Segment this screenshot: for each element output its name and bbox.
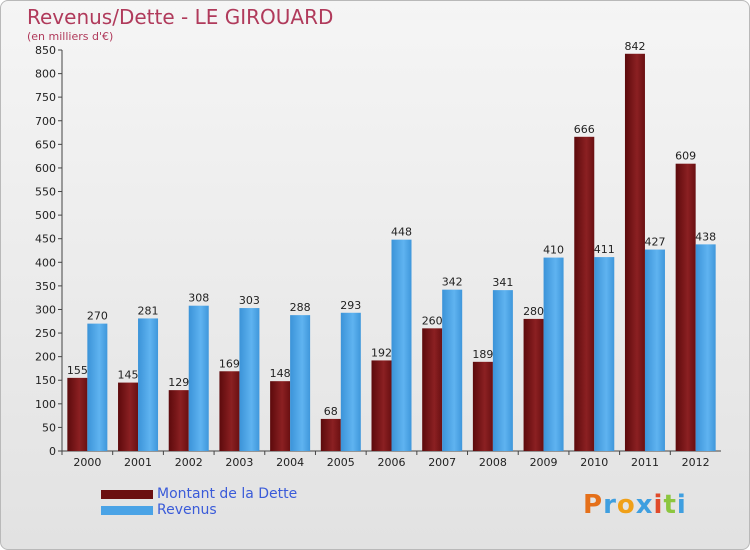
revenue-bar [492,290,513,451]
legend-label-debt: Montant de la Dette [157,486,298,502]
debt-bar [624,53,645,452]
chart-title: Revenus/Dette - LE GIROUARD [27,5,334,29]
revenue-bar [442,289,463,451]
debt-value-label: 189 [472,348,493,361]
debt-value-label: 169 [219,357,240,370]
logo-letter: t [663,490,677,520]
revenue-bar [391,239,412,451]
debt-value-label: 609 [675,150,696,163]
legend-swatch-revenue [101,506,153,515]
x-tick-label: 2003 [225,456,253,469]
logo-letter: P [583,490,604,520]
x-tick-label: 2012 [682,456,710,469]
revenue-value-label: 288 [290,301,311,314]
y-tick-label: 250 [35,327,56,340]
x-tick-label: 2007 [428,456,456,469]
debt-value-label: 666 [574,123,595,136]
y-tick-label: 100 [35,398,56,411]
y-tick-label: 800 [35,68,56,81]
logo-letter: x [635,490,654,520]
y-tick-label: 400 [35,256,56,269]
revenue-bar [594,257,615,451]
y-tick-label: 450 [35,233,56,246]
debt-value-label: 260 [422,314,443,327]
debt-value-label: 145 [118,369,139,382]
x-tick-label: 2004 [276,456,304,469]
revenue-bar [138,318,159,451]
revenue-bar [87,323,108,451]
x-tick-label: 2000 [73,456,101,469]
y-tick-label: 150 [35,374,56,387]
debt-bar [270,381,291,451]
debt-value-label: 280 [523,305,544,318]
debt-value-label: 155 [67,364,88,377]
y-tick-label: 550 [35,186,56,199]
x-tick-label: 2009 [530,456,558,469]
y-tick-label: 50 [42,421,56,434]
debt-bar [371,360,392,451]
revenue-bar [188,305,209,451]
debt-bar [574,136,595,452]
debt-value-label: 129 [168,376,189,389]
x-tick-label: 2005 [327,456,355,469]
y-tick-label: 200 [35,351,56,364]
debt-bar [118,382,139,451]
y-tick-label: 600 [35,162,56,175]
logo-letter: r [603,490,617,520]
debt-bar [675,163,696,451]
x-tick-label: 2002 [175,456,203,469]
y-tick-label: 500 [35,209,56,222]
y-tick-label: 0 [49,445,56,458]
y-tick-label: 350 [35,280,56,293]
chart-subtitle: (en milliers d'€) [27,30,114,43]
legend-label-revenue: Revenus [157,502,217,518]
y-tick-label: 650 [35,138,56,151]
debt-value-label: 192 [371,346,392,359]
y-tick-label: 700 [35,115,56,128]
x-tick-label: 2008 [479,456,507,469]
y-tick-label: 300 [35,303,56,316]
revenue-value-label: 410 [543,244,564,257]
logo-letter: o [616,490,636,520]
debt-value-label: 148 [270,367,291,380]
x-tick-label: 2010 [580,456,608,469]
revenue-bar [239,308,260,451]
debt-bar [472,361,493,451]
revenue-value-label: 342 [442,276,463,289]
debt-value-label: 68 [324,405,338,418]
revenue-bar [695,244,716,451]
y-tick-label: 750 [35,91,56,104]
debt-bar [422,328,443,451]
revenue-value-label: 308 [188,292,209,305]
logo-letter: i [676,490,687,520]
revenue-value-label: 281 [138,304,159,317]
debt-bar [67,377,88,451]
revenue-value-label: 293 [340,299,361,312]
revenue-value-label: 341 [492,276,513,289]
proxiti-logo: Proxiti [583,490,687,520]
revenue-bar [543,257,564,451]
revenue-value-label: 427 [644,236,665,249]
legend-swatch-debt [101,490,153,499]
debt-bar [523,318,544,451]
revenue-bar [290,315,311,451]
revenue-value-label: 448 [391,226,412,239]
revenue-bar [340,312,361,451]
debt-bar [219,371,240,451]
debt-bar [320,418,341,451]
x-tick-label: 2006 [378,456,406,469]
revenue-value-label: 303 [239,294,260,307]
debt-bar [168,390,189,451]
revenue-bar [644,249,665,451]
revenue-value-label: 438 [695,230,716,243]
logo-letter: i [653,490,664,520]
x-tick-label: 2011 [631,456,659,469]
revenue-value-label: 411 [594,243,615,256]
debt-value-label: 842 [624,40,645,53]
y-tick-label: 850 [35,44,56,57]
x-tick-label: 2001 [124,456,152,469]
revenue-value-label: 270 [87,310,108,323]
